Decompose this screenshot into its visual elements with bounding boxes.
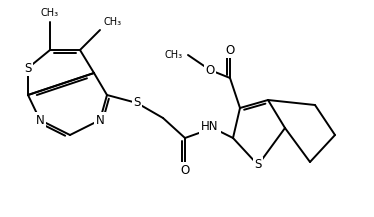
Text: CH₃: CH₃ — [104, 17, 122, 27]
Text: S: S — [24, 61, 32, 74]
Text: S: S — [133, 97, 141, 110]
Text: S: S — [254, 158, 262, 171]
Text: N: N — [96, 113, 104, 127]
Text: HN: HN — [201, 120, 219, 133]
Text: N: N — [36, 113, 45, 127]
Text: O: O — [226, 43, 234, 56]
Text: O: O — [180, 163, 190, 176]
Text: CH₃: CH₃ — [165, 50, 183, 60]
Text: CH₃: CH₃ — [41, 8, 59, 18]
Text: O: O — [205, 64, 215, 77]
